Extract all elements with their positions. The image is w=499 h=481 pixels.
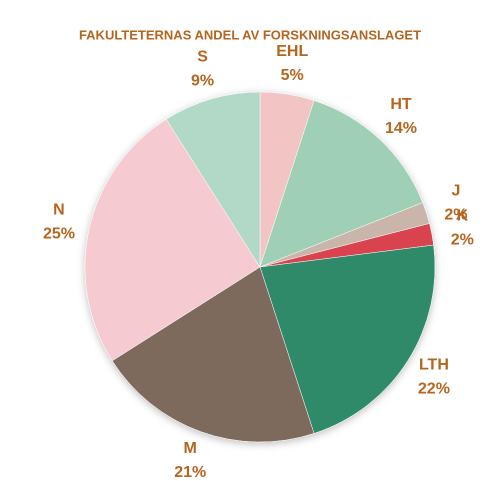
pie	[84, 91, 436, 443]
slice-value-label: 21%	[174, 464, 206, 481]
slice-value-label: 2%	[451, 232, 474, 249]
chart-title: FAKULTETERNAS ANDEL AV FORSKNINGSANSLAGE…	[79, 27, 421, 42]
slice-label: S	[197, 48, 208, 65]
slice-value-label: 9%	[191, 72, 214, 89]
slice-value-label: 5%	[281, 67, 304, 84]
pie-slice	[111, 266, 315, 443]
slice-label: J	[451, 183, 460, 200]
pie-slice	[259, 244, 436, 434]
slice-label: HT	[390, 96, 412, 113]
slice-label: LTH	[419, 357, 449, 374]
slice-label: M	[184, 440, 197, 457]
slice-label: K	[457, 208, 469, 225]
slice-value-label: 14%	[385, 120, 417, 137]
pie-slice	[84, 118, 261, 362]
slice-label: EHL	[276, 43, 308, 60]
pie-slice	[165, 91, 261, 268]
slice-label: N	[53, 201, 65, 218]
slice-value-label: 22%	[418, 381, 450, 398]
slice-value-label: 25%	[43, 225, 75, 242]
slice-value-label: 2%	[444, 207, 467, 224]
pie-slice	[259, 100, 424, 268]
